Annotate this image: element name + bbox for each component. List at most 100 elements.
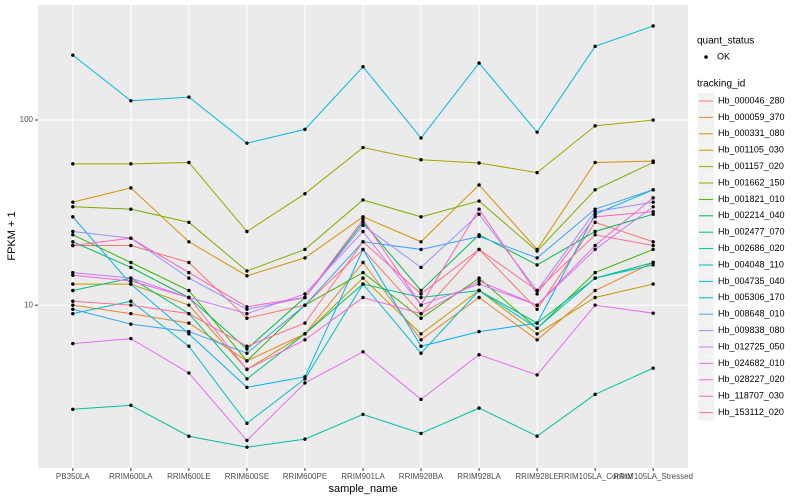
data-point [535, 303, 539, 307]
data-point [419, 351, 423, 355]
data-point [71, 240, 75, 244]
legend-label: Hb_008648_010 [718, 309, 785, 319]
data-point [593, 243, 597, 248]
x-tick-label: RRIM928LE [515, 472, 559, 481]
data-point [361, 260, 365, 265]
data-point [419, 265, 423, 270]
data-point [419, 316, 423, 320]
data-point [129, 336, 133, 341]
data-point [361, 215, 365, 219]
data-point [129, 260, 133, 265]
data-point [419, 292, 423, 296]
data-point [71, 311, 75, 316]
data-point [303, 437, 307, 441]
data-point [129, 236, 133, 240]
x-axis-title: sample_name [328, 483, 397, 495]
data-point [129, 162, 133, 166]
data-point [303, 338, 307, 342]
data-point [651, 240, 655, 244]
data-point [245, 229, 249, 234]
data-point [361, 217, 365, 222]
data-point [535, 249, 539, 253]
data-point [651, 282, 655, 286]
data-point [361, 282, 365, 286]
data-point [419, 295, 423, 300]
data-point [477, 199, 481, 203]
data-point [245, 351, 249, 355]
legend-title: tracking_id [697, 79, 745, 90]
data-point [593, 215, 597, 219]
data-point [419, 215, 423, 219]
data-point [361, 350, 365, 354]
legend-label: Hb_001662_150 [718, 177, 785, 187]
data-point [303, 127, 307, 132]
data-point [71, 341, 75, 346]
data-point [651, 311, 655, 315]
data-point [245, 141, 249, 145]
data-point [535, 373, 539, 377]
data-point [651, 24, 655, 28]
point-legend-title: quant_status [697, 36, 754, 47]
x-tick-label: RRIM600LE [167, 472, 211, 481]
data-point [129, 303, 133, 307]
y-axis-title: FPKM + 1 [6, 211, 18, 260]
data-point [419, 240, 423, 244]
data-point [187, 288, 191, 293]
data-point [129, 265, 133, 270]
legend-label: Hb_000046_280 [718, 95, 785, 105]
data-point [535, 326, 539, 331]
data-point [129, 403, 133, 407]
data-point [361, 412, 365, 417]
point-legend-key [704, 55, 708, 59]
data-point [71, 303, 75, 307]
data-point [593, 124, 597, 128]
legend-label: Hb_000331_080 [718, 128, 785, 138]
data-point [477, 207, 481, 211]
data-point [535, 263, 539, 267]
data-point [129, 299, 133, 303]
data-point [187, 303, 191, 307]
data-point [71, 53, 75, 57]
legend-label: Hb_002686_020 [718, 243, 785, 253]
data-point [477, 247, 481, 252]
data-point [419, 338, 423, 342]
legend-label: Hb_001105_030 [718, 145, 784, 155]
data-point [593, 270, 597, 275]
legend-label: Hb_004735_040 [718, 276, 785, 286]
data-point [535, 170, 539, 175]
data-point [651, 212, 655, 216]
data-point [477, 212, 481, 216]
data-point [419, 397, 423, 402]
data-point [593, 233, 597, 237]
data-point [303, 381, 307, 385]
data-point [419, 158, 423, 162]
data-point [651, 263, 655, 267]
data-point [129, 207, 133, 211]
data-point [535, 130, 539, 134]
data-point [71, 233, 75, 237]
data-point [71, 243, 75, 248]
data-point [593, 44, 597, 49]
data-point [535, 321, 539, 325]
data-point [535, 292, 539, 296]
x-tick-label: PB350LA [56, 472, 90, 481]
data-point [477, 234, 481, 239]
data-point [419, 311, 423, 316]
data-point [245, 307, 249, 311]
data-point [129, 276, 133, 280]
data-point [477, 288, 481, 293]
data-point [245, 377, 249, 381]
data-point [187, 311, 191, 316]
data-point [651, 243, 655, 248]
data-point [71, 215, 75, 219]
data-point [187, 260, 191, 265]
data-point [303, 303, 307, 307]
data-point [593, 303, 597, 307]
data-point [361, 270, 365, 275]
legend-label: Hb_028227_020 [718, 374, 785, 384]
data-point [419, 136, 423, 140]
data-point [245, 344, 249, 348]
data-point [245, 367, 249, 372]
data-point [593, 160, 597, 165]
legend-label: Hb_000059_370 [718, 112, 785, 122]
